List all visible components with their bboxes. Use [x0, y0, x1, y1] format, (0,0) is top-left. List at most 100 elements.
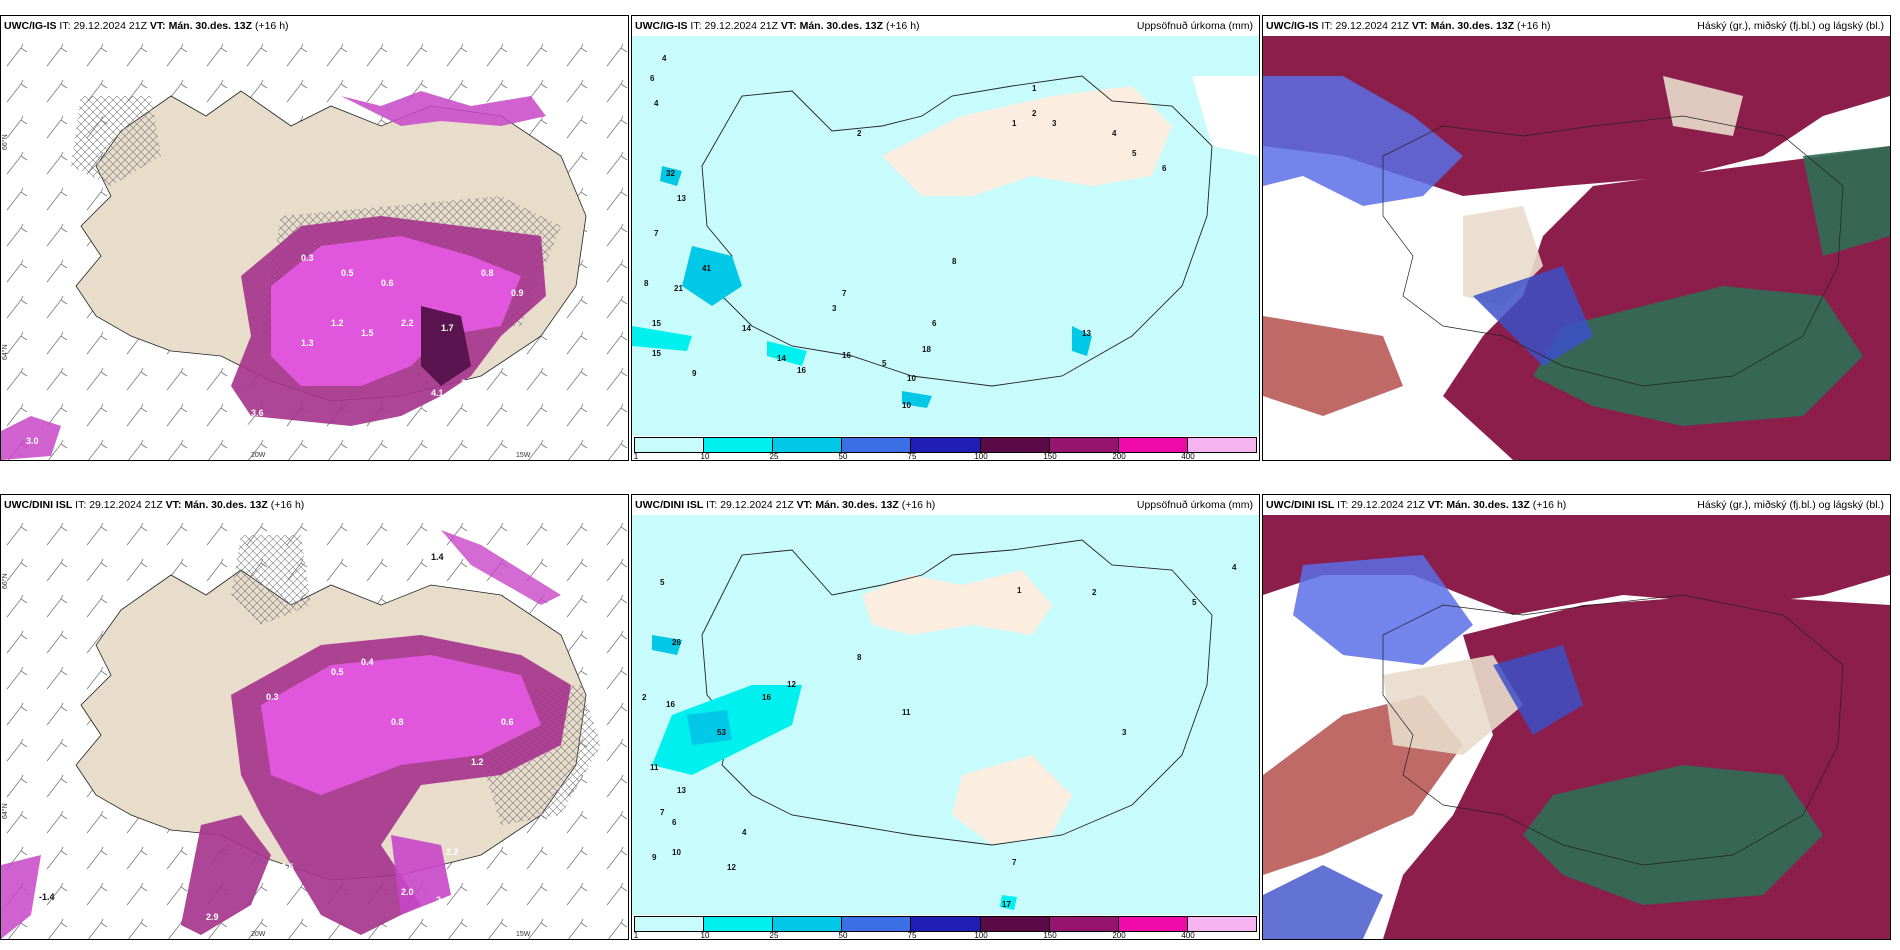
vt-label: VT: [1427, 499, 1444, 511]
svg-text:21: 21 [674, 284, 683, 293]
iceland-outline [701, 539, 1213, 846]
init-time: 29.12.2024 21Z [704, 20, 778, 32]
init-time: 29.12.2024 21Z [1351, 499, 1425, 511]
svg-text:4: 4 [662, 54, 667, 63]
iceland-outline [1382, 594, 1844, 866]
svg-text:2.9: 2.9 [206, 912, 219, 922]
axis-labels: 66°N 64°N 20W 15W [1, 134, 531, 459]
svg-text:-1.4: -1.4 [39, 892, 55, 902]
legend-swatch [911, 917, 981, 931]
svg-text:16: 16 [762, 693, 771, 702]
vt-label: VT: [796, 499, 813, 511]
init-time: 29.12.2024 21Z [73, 20, 147, 32]
svg-text:0.5: 0.5 [331, 667, 344, 677]
legend-tick: 150 [1043, 452, 1057, 461]
svg-text:8: 8 [857, 653, 862, 662]
legend-swatch [842, 438, 912, 452]
clouds-map-svg [1263, 36, 1890, 460]
panel-precip-dini: UWC/DINI ISL IT: 29.12.2024 21Z VT: Mán.… [631, 494, 1260, 940]
vt-label: VT: [780, 20, 797, 32]
wind-map-svg: 0.3 0.5 0.6 1.2 1.3 1.5 2.2 1.7 3.8 4.1 … [1, 36, 628, 460]
field-title: Uppsöfnuð úrkoma (mm) [1136, 499, 1253, 511]
panel-header: UWC/DINI ISL IT: 29.12.2024 21Z VT: Mán.… [1263, 495, 1890, 515]
vt-label: VT: [165, 499, 182, 511]
field-title: Háský (gr.), miðský (fj.bl.) og lágský (… [1697, 20, 1884, 32]
svg-text:8: 8 [644, 279, 649, 288]
legend-swatch [704, 917, 774, 931]
svg-text:5: 5 [1132, 149, 1137, 158]
svg-text:7: 7 [1012, 858, 1017, 867]
legend-ticks: 1 10 25 50 75 100 150 200 400 [634, 452, 1255, 461]
legend-tick: 100 [974, 452, 988, 461]
field-title: Háský (gr.), miðský (fj.bl.) og lágský (… [1697, 499, 1884, 511]
svg-text:16: 16 [797, 366, 806, 375]
panel-header: UWC/IG-IS IT: 29.12.2024 21Z VT: Mán. 30… [1263, 16, 1890, 36]
svg-text:12: 12 [787, 680, 796, 689]
it-label: IT: [1337, 499, 1349, 511]
lead-time: (+16 h) [254, 20, 289, 32]
svg-text:1.2: 1.2 [331, 318, 344, 328]
svg-text:6: 6 [672, 818, 677, 827]
iceland-outline [1382, 115, 1844, 387]
it-label: IT: [690, 20, 702, 32]
model-name: UWC/DINI ISL [4, 499, 73, 511]
svg-text:2.0: 2.0 [401, 887, 414, 897]
legend-tick: 400 [1181, 931, 1195, 940]
model-name: UWC/IG-IS [1266, 20, 1319, 32]
vt-label: VT: [149, 20, 166, 32]
legend-tick: 75 [907, 931, 917, 940]
svg-text:1.3: 1.3 [511, 857, 524, 867]
map-wind: 0.3 0.5 0.6 1.2 1.3 1.5 2.2 1.7 3.8 4.1 … [1, 36, 628, 460]
svg-text:41: 41 [702, 264, 711, 273]
panel-precip-igis: UWC/IG-IS IT: 29.12.2024 21Z VT: Mán. 30… [631, 15, 1260, 461]
legend-tick: 75 [907, 452, 917, 461]
valid-time: Mán. 30.des. 13Z [168, 20, 253, 32]
map-precip: 5 26 16 2 53 12 16 11 13 10 9 7 6 4 17 8… [632, 515, 1259, 915]
wind-value-labels: 0.3 0.5 0.4 0.8 1.2 2.2 1.3 3.5 2.0 2.4 … [39, 552, 524, 930]
svg-text:1.4: 1.4 [431, 552, 444, 562]
legend-tick: 50 [838, 931, 848, 940]
valid-time: Mán. 30.des. 13Z [815, 499, 899, 511]
legend-tick: 150 [1043, 931, 1057, 940]
svg-text:15: 15 [652, 349, 661, 358]
svg-text:64°N: 64°N [1, 803, 9, 819]
legend-swatch [635, 438, 705, 452]
svg-text:10: 10 [672, 848, 681, 857]
legend-swatch [773, 917, 843, 931]
legend-swatch [704, 438, 774, 452]
valid-time: Mán. 30.des. 13Z [799, 20, 884, 32]
precip-value-labels: 5 26 16 2 53 12 16 11 13 10 9 7 6 4 17 8… [642, 563, 1237, 909]
svg-text:2: 2 [857, 129, 862, 138]
svg-text:2.2: 2.2 [401, 318, 414, 328]
panel-wind-igis: UWC/IG-IS IT: 29.12.2024 21Z VT: Mán. 30… [0, 15, 629, 461]
svg-text:2: 2 [1032, 109, 1037, 118]
svg-text:13: 13 [677, 786, 686, 795]
svg-text:5: 5 [882, 359, 887, 368]
svg-text:3.8: 3.8 [461, 378, 474, 388]
panel-clouds-dini: UWC/DINI ISL IT: 29.12.2024 21Z VT: Mán.… [1262, 494, 1891, 940]
svg-text:2.5: 2.5 [246, 423, 259, 433]
svg-text:7: 7 [654, 229, 659, 238]
svg-text:2: 2 [642, 693, 647, 702]
svg-text:66°N: 66°N [1, 134, 9, 150]
legend-swatch [1187, 917, 1256, 931]
legend-swatch [1118, 438, 1188, 452]
svg-text:14: 14 [742, 324, 751, 333]
svg-text:1: 1 [1017, 586, 1022, 595]
svg-text:13: 13 [677, 194, 686, 203]
init-time: 29.12.2024 21Z [89, 499, 163, 511]
precip-legend: 1 10 25 50 75 100 150 200 400 [632, 915, 1259, 939]
legend-tick: 10 [700, 931, 710, 940]
lead-time: (+16 h) [1516, 20, 1551, 32]
legend-tick: 200 [1112, 452, 1126, 461]
svg-text:15W: 15W [516, 452, 531, 459]
panel-header: UWC/DINI ISL IT: 29.12.2024 21Z VT: Mán.… [1, 495, 628, 515]
svg-text:2.2: 2.2 [39, 920, 52, 930]
svg-text:7: 7 [660, 808, 665, 817]
svg-text:16: 16 [666, 700, 675, 709]
svg-text:0.8: 0.8 [481, 268, 494, 278]
legend-tick: 50 [838, 452, 848, 461]
legend-swatch [980, 438, 1050, 452]
svg-text:15W: 15W [516, 931, 531, 938]
svg-text:5: 5 [660, 578, 665, 587]
